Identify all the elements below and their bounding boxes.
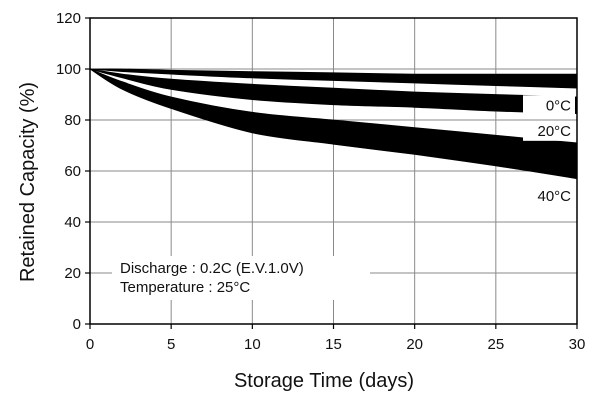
y-tick-label: 40 [64, 214, 81, 231]
y-tick-label: 120 [56, 10, 81, 27]
y-tick-label: 20 [64, 265, 81, 282]
x-axis-label: Storage Time (days) [234, 370, 414, 392]
y-tick-label: 80 [64, 112, 81, 129]
x-tick-label: 0 [86, 336, 94, 353]
x-tick-label: 20 [406, 336, 423, 353]
series-label-1: 20°C [537, 123, 571, 140]
annotation-box: Discharge : 0.2C (E.V.1.0V) Temperature … [112, 256, 370, 300]
series-label-bg-0 [523, 95, 575, 116]
series-label-2: 40°C [537, 188, 571, 205]
y-tick-label: 60 [64, 163, 81, 180]
series-label-bg-2 [523, 185, 575, 206]
x-tick-label: 30 [569, 336, 586, 353]
capacity-bands [89, 68, 578, 180]
y-tick-label: 100 [56, 61, 81, 78]
series-labels: 0°C 20°C 40°C [523, 95, 575, 206]
x-tick-label: 15 [325, 336, 342, 353]
annotation-temperature: Temperature : 25°C [120, 279, 250, 296]
annotation-discharge: Discharge : 0.2C (E.V.1.0V) [120, 260, 304, 277]
x-tick-label: 10 [244, 336, 261, 353]
x-tick-label: 5 [167, 336, 175, 353]
y-axis-label: Retained Capacity (%) [17, 82, 39, 282]
series-label-bg-1 [523, 120, 575, 141]
y-axis-ticks: 0 20 40 60 80 100 120 [56, 10, 90, 333]
x-axis-ticks: 0 5 10 15 20 25 30 [86, 324, 586, 353]
y-tick-label: 0 [73, 316, 81, 333]
annotation-background [112, 256, 370, 300]
x-tick-label: 25 [487, 336, 504, 353]
series-label-0: 0°C [546, 97, 571, 114]
